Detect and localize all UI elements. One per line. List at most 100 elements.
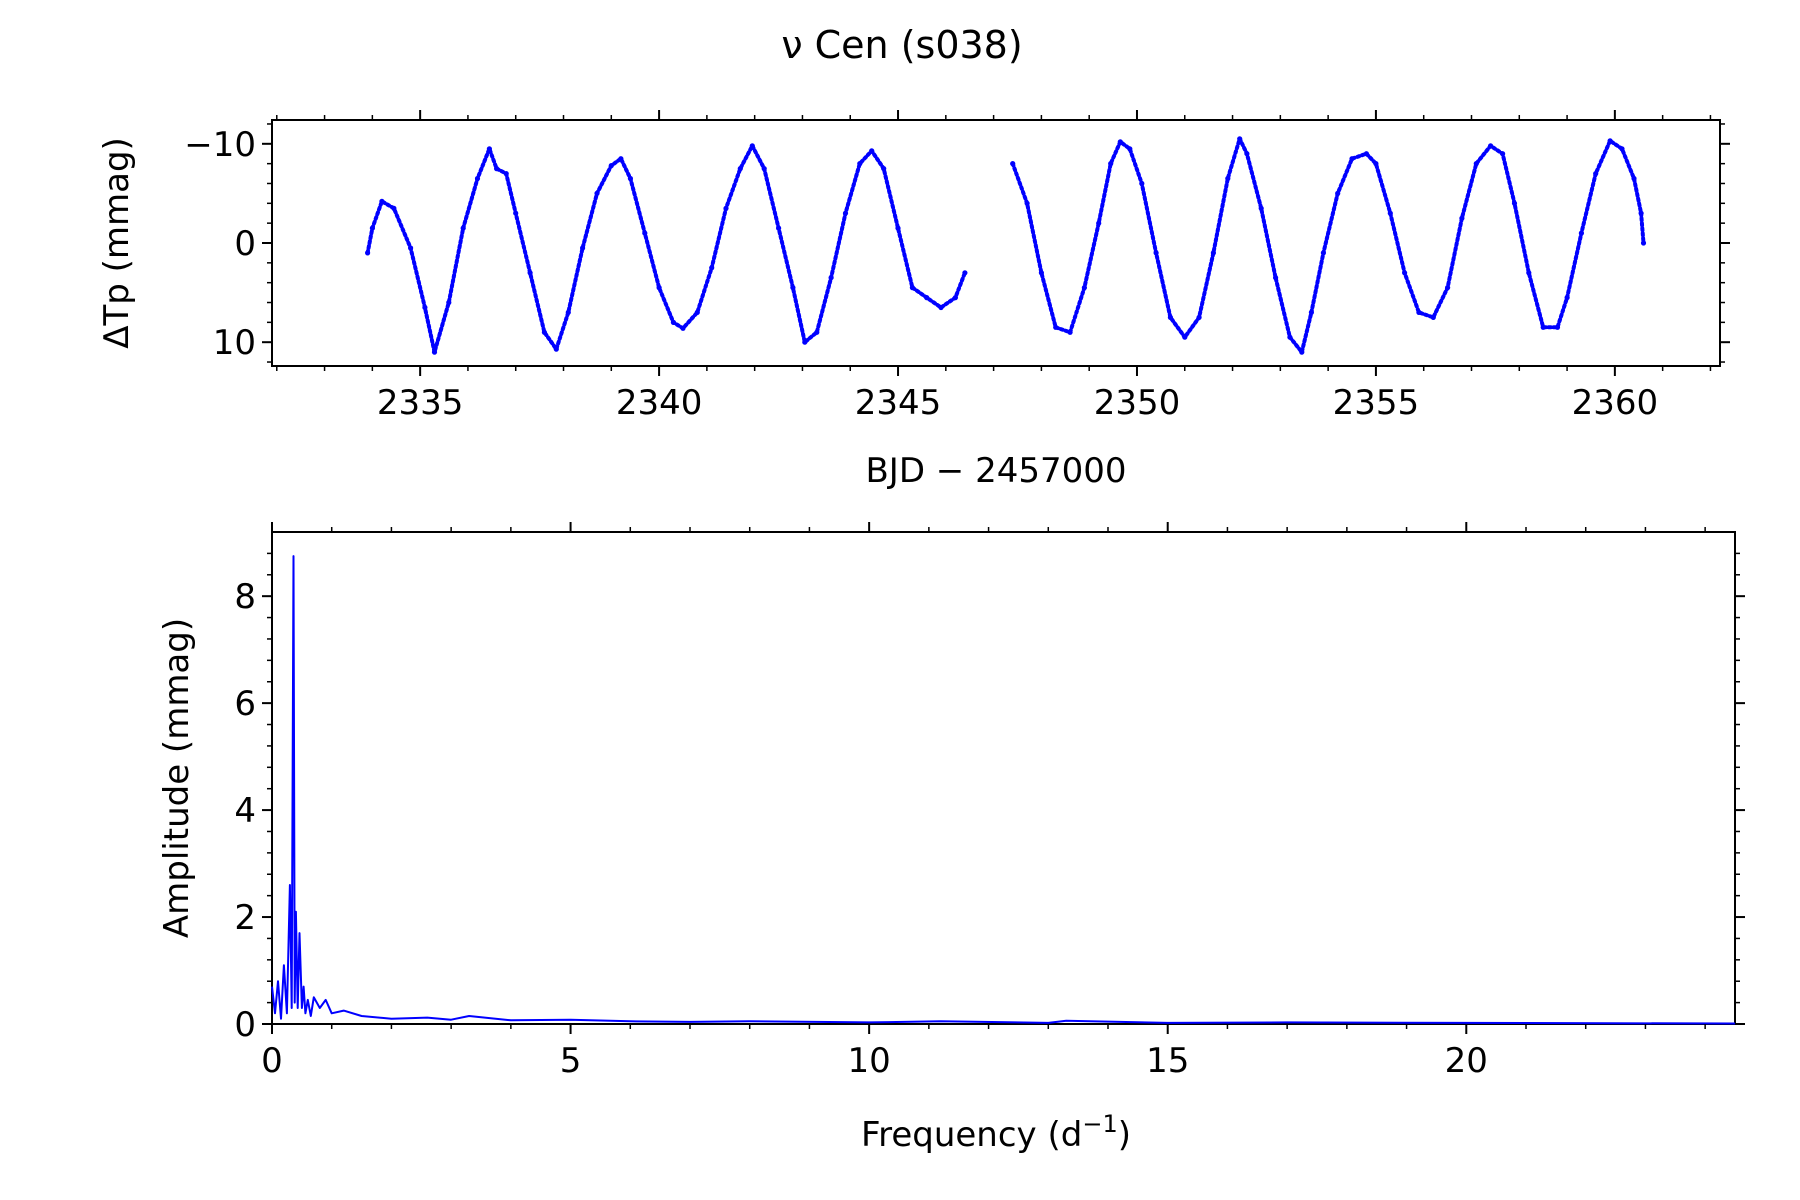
light-curve-xtick-label: 2335 [377,383,464,423]
light-curve-point [1445,285,1451,291]
light-curve-point [1182,334,1188,340]
light-curve-point [952,295,959,301]
light-curve-panel: 2335 2340 2345 2350 2355 2360 −10 0 10 BJD − 245… [97,110,1730,491]
amplitude-spectrum-xlabel: Frequency (d−1) [861,1110,1131,1155]
light-curve-point [776,225,782,231]
light-curve-xtick-label: 2350 [1094,383,1181,423]
light-curve-point [881,166,887,172]
light-curve-point [814,329,820,335]
amplitude-spectrum-panel: 0 5 10 15 20 0 2 4 6 8 Frequency (d−1) Amplitude … [157,522,1745,1155]
light-curve-xtick-label: 2355 [1333,383,1420,423]
light-curve-point [627,175,634,182]
light-curve-point [1619,146,1625,152]
light-curve-point [842,210,849,216]
light-curve-point [460,225,466,231]
amplitude-spectrum-ytick-label: 4 [234,791,256,831]
light-curve-ylabel: ΔTp (mmag) [97,137,137,349]
light-curve-point [594,190,600,196]
amplitude-spectrum-frame [271,531,1736,1025]
amplitude-spectrum-ytick-label: 0 [234,1005,256,1045]
light-curve-point [1320,250,1326,256]
light-curve-ytick-label: −10 [184,125,256,165]
light-curve-point [1287,334,1293,340]
light-curve-point [749,143,755,149]
light-curve-point [1139,180,1145,187]
light-curve-point [486,146,492,152]
light-curve-point [828,275,834,281]
light-curve-point [1540,324,1546,330]
light-curve-point [580,245,586,251]
light-curve-point [924,295,930,301]
light-curve-point [608,163,614,169]
light-curve-point [494,166,500,172]
amplitude-spectrum-ticks: 0 5 10 15 20 0 2 4 6 8 [234,522,1745,1081]
light-curve-ytick-label: 0 [234,224,256,264]
light-curve-point [1127,146,1133,152]
amplitude-spectrum-ytick-label: 2 [234,898,256,938]
light-curve-point [1258,205,1264,211]
xlabel-superscript: −1 [1082,1110,1117,1138]
light-curve-point [1067,329,1073,335]
amplitude-spectrum-ylabel: Amplitude (mmag) [157,618,197,938]
light-curve-point [379,198,385,204]
amplitude-spectrum-xtick-label: 20 [1445,1041,1488,1081]
light-curve-point [1430,314,1436,320]
light-curve-point [1387,210,1393,216]
light-curve-point [1416,309,1422,315]
light-curve-point [1473,161,1479,167]
light-curve-point [1459,215,1465,221]
light-curve-point [474,175,481,182]
amplitude-spectrum-xtick-label: 10 [848,1041,891,1081]
light-curve-point [1488,143,1494,149]
light-curve-point [802,339,808,345]
light-curve-point [408,245,414,251]
light-curve-point [1349,156,1355,162]
light-curve-point [1196,314,1202,320]
light-curve-point [513,210,519,216]
light-curve-point [1554,324,1561,330]
light-curve-xtick-label: 2340 [616,383,703,423]
amplitude-spectrum-xtick-label: 5 [560,1041,582,1081]
light-curve-point [694,309,700,315]
light-curve-point [527,270,533,276]
xlabel-main: Frequency (d [861,1115,1082,1155]
light-curve-point [1053,324,1059,330]
light-curve-point [656,285,662,291]
light-curve-point [565,309,571,315]
amplitude-spectrum-line [271,555,1736,1025]
amplitude-spectrum-ytick-label: 8 [234,577,256,617]
amplitude-spectrum-marks [271,555,1736,1025]
light-curve-point [1010,161,1016,167]
light-curve-point [365,250,371,256]
light-curve-point [1638,210,1644,216]
light-curve-point [895,225,901,231]
light-curve-point [1607,138,1613,144]
light-curve-point [723,205,729,211]
light-curve-point [1108,161,1114,167]
light-curve-point [1237,136,1243,142]
light-curve-point [1167,314,1173,320]
light-curve-point [1225,175,1231,182]
light-curve-point [1373,161,1379,167]
light-curve-point [1117,139,1123,145]
light-curve-point [680,325,686,331]
light-curve-point [1244,151,1250,157]
light-curve-point [369,225,375,231]
amplitude-spectrum-xtick-label: 15 [1146,1041,1189,1081]
light-curve-segment-1 [365,143,967,355]
light-curve-point [1593,171,1599,177]
light-curve-point [1308,309,1314,315]
light-curve-point [962,270,968,276]
light-curve-point [709,265,715,271]
light-curve-point [1153,250,1159,256]
figure-title: ν Cen (s038) [781,23,1022,67]
light-curve-point [1024,200,1030,206]
light-curve-point [1564,295,1570,301]
light-curve-point [642,230,648,236]
light-curve-point [790,285,796,291]
light-curve-point [1526,270,1532,276]
light-curve-point [1578,230,1584,236]
light-curve-point [1335,190,1341,196]
